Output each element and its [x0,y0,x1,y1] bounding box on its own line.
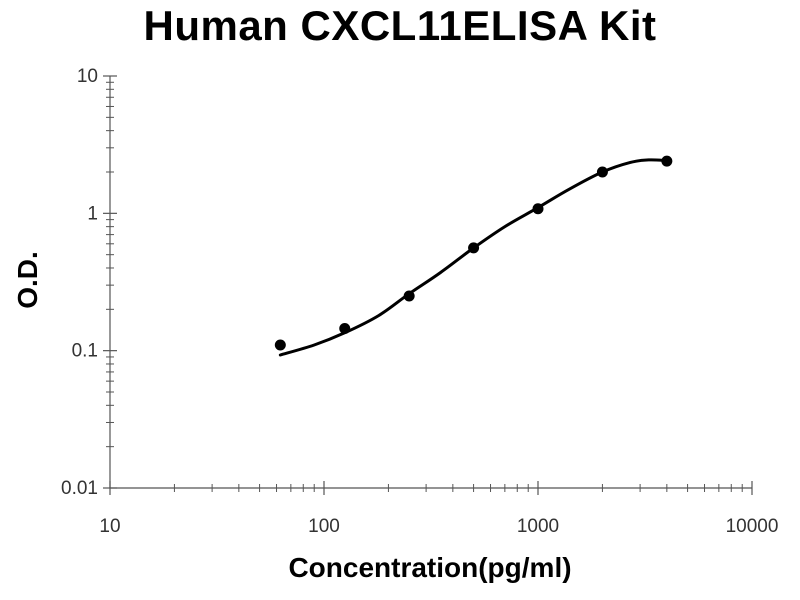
axes [109,76,752,489]
data-point [532,203,544,215]
data-point [339,323,351,335]
chart-title: Human CXCL11ELISA Kit [143,2,657,49]
y-tick-label: 0.01 [61,478,98,499]
x-tick-label: 100 [308,516,340,537]
x-tick-label: 1000 [517,516,559,537]
data-points [274,155,673,351]
data-point [468,242,480,254]
x-tick-label: 10 [99,516,120,537]
x-tick-label: 10000 [726,516,779,537]
data-point [274,339,286,351]
y-tick-label: 10 [77,66,98,87]
y-tick-label: 0.1 [72,341,98,362]
fit-curve-group [278,158,669,357]
data-point [661,155,673,167]
y-tick-label: 1 [87,203,98,224]
x-axis-label: Concentration(pg/ml) [288,552,572,583]
data-point [403,290,415,302]
data-point [596,166,608,178]
ticks: 0.01 0.1 1 10 10 100 1000 10000 [61,66,778,537]
fit-curve [278,158,669,357]
